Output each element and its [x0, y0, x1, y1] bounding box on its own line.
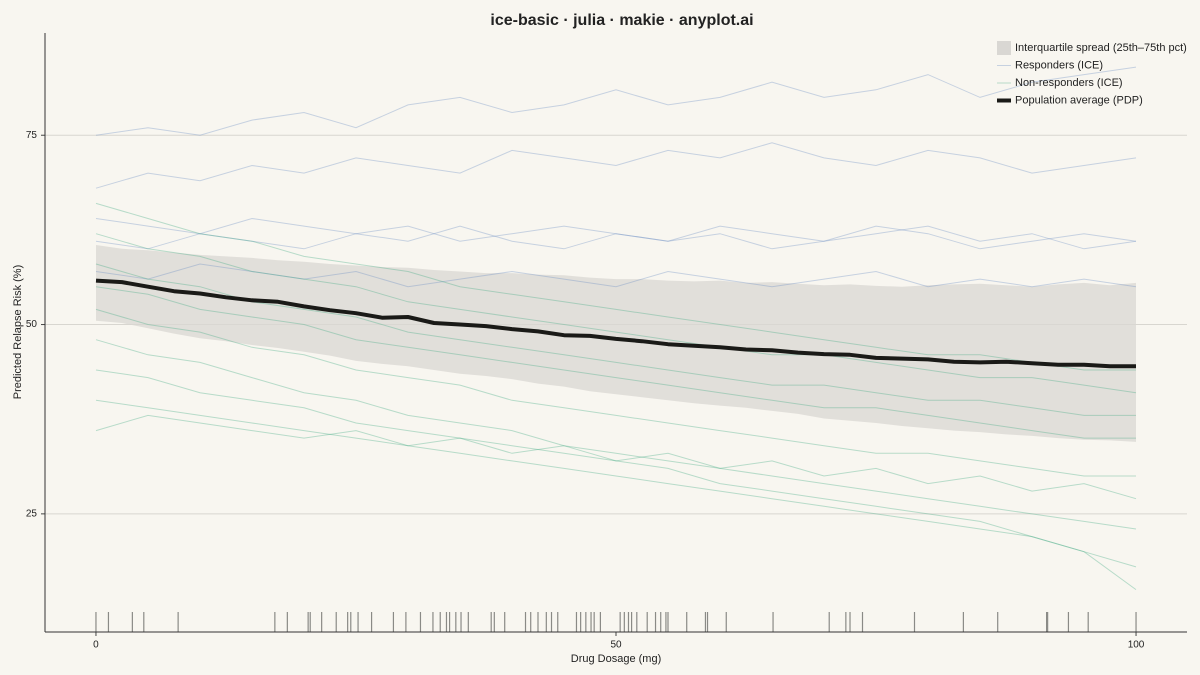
iqr-band: [96, 245, 1136, 442]
y-tick-label: 50: [26, 319, 38, 330]
ice-line: [95, 286, 1136, 439]
ice-line: [95, 308, 1136, 477]
ice-line: [95, 202, 1136, 371]
x-axis-label: Drug Dosage (mg): [571, 653, 661, 665]
legend-label: Non-responders (ICE): [1015, 77, 1123, 89]
x-tick-label: 50: [610, 640, 622, 651]
ice-line: [95, 142, 1137, 189]
legend-label: Population average (PDP): [1015, 94, 1143, 106]
x-tick-label: 0: [93, 640, 99, 651]
y-tick-label: 75: [26, 130, 38, 141]
ice-line: [95, 263, 1136, 416]
pdp-line: [95, 278, 1136, 369]
ice-line: [95, 339, 1137, 530]
ice-line: [95, 369, 1137, 568]
chart-title: ice-basic · julia · makie · anyplot.ai: [490, 12, 753, 29]
ice-line: [95, 414, 1137, 500]
y-axis-label: Predicted Relapse Risk (%): [12, 265, 24, 400]
legend-swatch: [997, 41, 1011, 55]
ice-line: [95, 233, 1137, 394]
ice-line: [95, 66, 1137, 136]
ice-line: [95, 217, 1137, 250]
x-tick-label: 100: [1128, 640, 1145, 651]
legend-label: Interquartile spread (25th–75th pct): [1015, 42, 1187, 54]
legend-label: Responders (ICE): [1015, 59, 1103, 71]
ice-line: [95, 225, 1137, 250]
ice-line: [95, 263, 1137, 288]
ice-line: [95, 399, 1137, 591]
y-tick-label: 25: [26, 509, 38, 520]
